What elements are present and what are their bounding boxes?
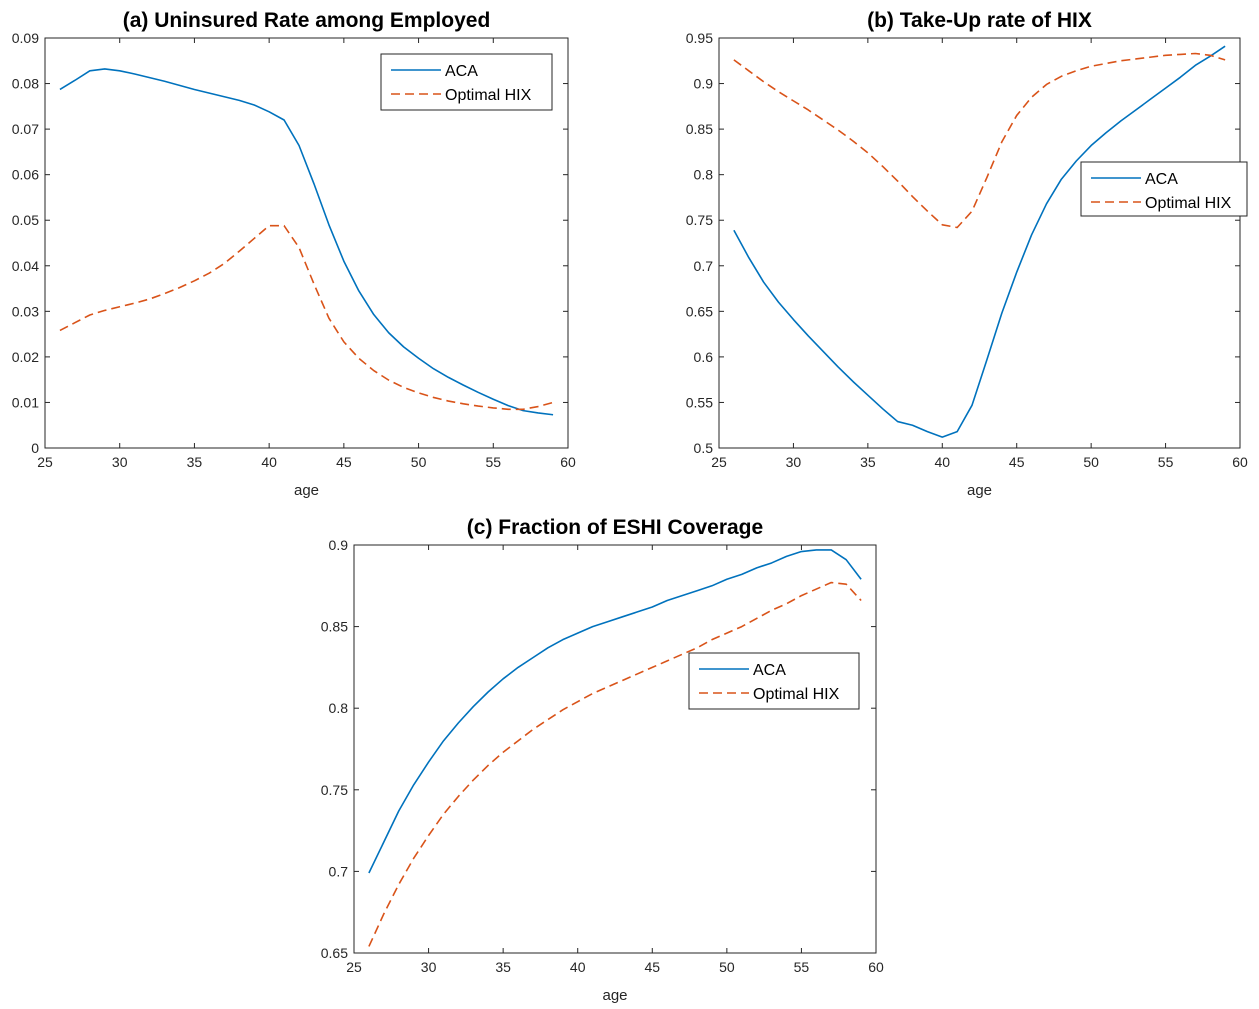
x-tick-label: 55 (1158, 454, 1174, 470)
x-tick-label: 25 (346, 959, 362, 975)
x-tick-label: 25 (37, 454, 53, 470)
series-line-aca (733, 45, 1226, 438)
x-tick-label: 45 (1009, 454, 1025, 470)
y-tick-label: 0.8 (329, 700, 349, 716)
y-tick-label: 0.09 (12, 30, 39, 46)
legend: ACA Optimal HIX (380, 53, 553, 111)
y-tick-label: 0.75 (321, 782, 348, 798)
chart-title: (a) Uninsured Rate among Employed (123, 9, 491, 32)
axes-box (718, 37, 1241, 449)
legend-label-optimal-hix: Optimal HIX (753, 686, 840, 703)
y-tick-label: 0.06 (12, 167, 39, 183)
y-tick-label: 0.75 (686, 212, 713, 228)
y-tick-label: 0.65 (321, 945, 348, 961)
x-axis-label: age (602, 987, 627, 1004)
y-tick-label: 0.07 (12, 121, 39, 137)
legend-box (380, 53, 553, 111)
x-tick-label: 50 (411, 454, 427, 470)
y-tick-label: 0.04 (12, 258, 39, 274)
y-tick-label: 0.01 (12, 394, 39, 410)
x-tick-label: 60 (1232, 454, 1248, 470)
y-tick-label: 0.9 (694, 76, 714, 92)
chart-panel-c: 25 30 35 40 45 50 55 60 0.65 0.7 0.75 0.8 0.85 0.9 (c)… (321, 516, 884, 1004)
x-tick-label: 40 (934, 454, 950, 470)
y-tick-label: 0.8 (694, 167, 714, 183)
x-tick-label: 30 (421, 959, 437, 975)
y-tick-label: 0.65 (686, 303, 713, 319)
legend-label-optimal-hix: Optimal HIX (445, 87, 532, 104)
x-tick-label: 50 (719, 959, 735, 975)
chart-panel-b: 25 30 35 40 45 50 55 60 0.5 0.55 0.6 0.65 0.7 0.75 0.8… (686, 9, 1248, 499)
legend-label-optimal-hix: Optimal HIX (1145, 195, 1232, 212)
y-tick-label: 0.5 (694, 440, 714, 456)
x-axis-label: age (967, 482, 992, 499)
x-tick-label: 40 (261, 454, 277, 470)
x-tick-label: 55 (794, 959, 810, 975)
legend-label-aca: ACA (753, 662, 786, 679)
legend: ACA Optimal HIX (688, 652, 860, 710)
y-tick-label: 0.85 (686, 121, 713, 137)
y-tick-label: 0.7 (694, 258, 714, 274)
series-line-optimal-hix (59, 224, 554, 411)
y-tick-label: 0.08 (12, 76, 39, 92)
x-tick-label: 45 (336, 454, 352, 470)
chart-panel-a: 25 30 35 40 45 50 55 60 0 0.01 0.02 0.03 0.04 0.05 0.0… (12, 9, 576, 499)
y-tick-label: 0 (31, 440, 39, 456)
plot-area (719, 38, 1240, 448)
y-tick-label: 0.95 (686, 30, 713, 46)
series-line-optimal-hix (733, 52, 1226, 229)
y-tick-label: 0.02 (12, 349, 39, 365)
axes-box (44, 37, 569, 449)
x-tick-label: 40 (570, 959, 586, 975)
x-tick-label: 35 (187, 454, 203, 470)
x-tick-label: 60 (868, 959, 884, 975)
y-tick-label: 0.55 (686, 394, 713, 410)
x-tick-label: 30 (786, 454, 802, 470)
series-line-optimal-hix (368, 581, 862, 947)
legend-box (688, 652, 860, 710)
y-tick-label: 0.6 (694, 349, 714, 365)
series-line-aca (368, 549, 862, 874)
x-tick-label: 50 (1083, 454, 1099, 470)
legend: ACA Optimal HIX (1080, 161, 1248, 217)
plot-area (354, 545, 876, 953)
y-tick-label: 0.03 (12, 303, 39, 319)
x-axis-label: age (294, 482, 319, 499)
x-tick-label: 60 (560, 454, 576, 470)
x-tick-label: 35 (860, 454, 876, 470)
y-tick-label: 0.05 (12, 212, 39, 228)
series-line-aca (59, 68, 554, 416)
legend-label-aca: ACA (445, 63, 478, 80)
y-tick-label: 0.9 (329, 537, 349, 553)
x-tick-label: 45 (644, 959, 660, 975)
legend-box (1080, 161, 1248, 217)
axes-box (353, 544, 877, 954)
x-tick-label: 35 (495, 959, 511, 975)
y-tick-label: 0.85 (321, 619, 348, 635)
y-tick-label: 0.7 (329, 863, 349, 879)
legend-label-aca: ACA (1145, 171, 1178, 188)
x-tick-label: 30 (112, 454, 128, 470)
x-tick-label: 25 (711, 454, 727, 470)
chart-title: (b) Take-Up rate of HIX (867, 9, 1092, 32)
x-tick-label: 55 (485, 454, 501, 470)
chart-title: (c) Fraction of ESHI Coverage (467, 516, 763, 539)
